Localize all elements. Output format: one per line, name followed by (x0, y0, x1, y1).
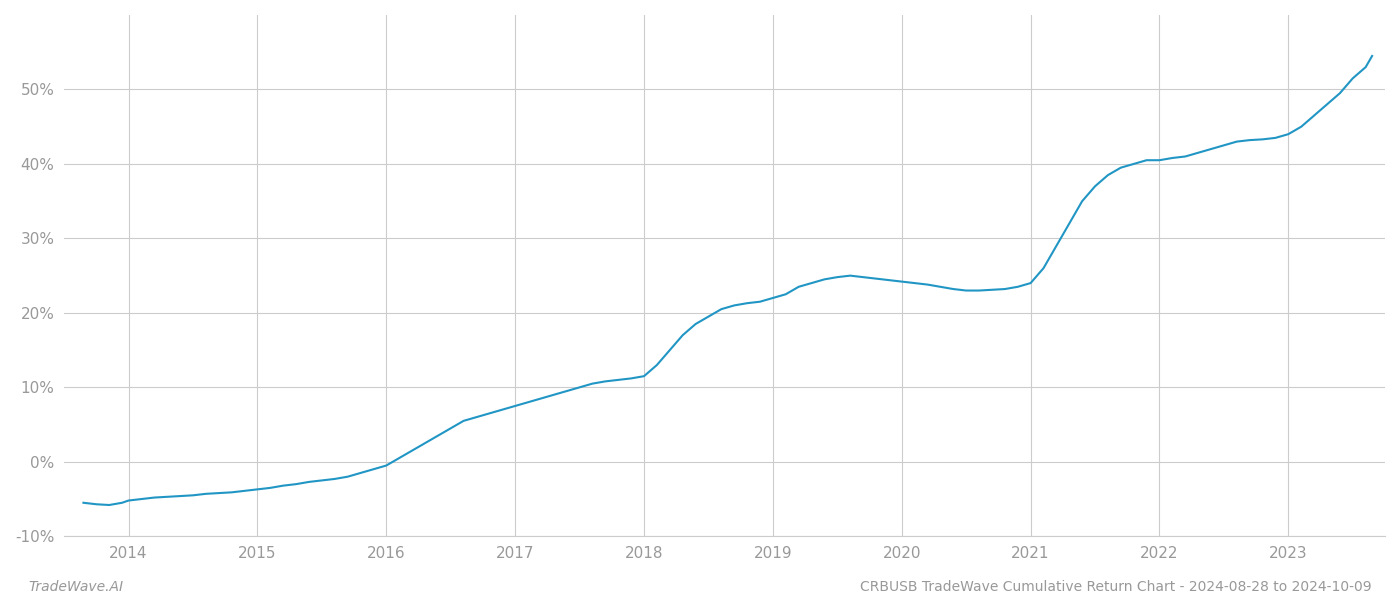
Text: TradeWave.AI: TradeWave.AI (28, 580, 123, 594)
Text: CRBUSB TradeWave Cumulative Return Chart - 2024-08-28 to 2024-10-09: CRBUSB TradeWave Cumulative Return Chart… (861, 580, 1372, 594)
